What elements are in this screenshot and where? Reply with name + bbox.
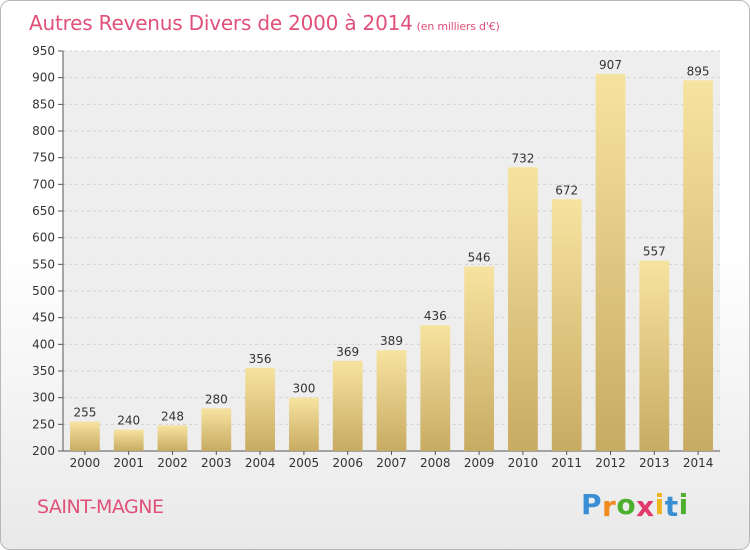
data-label-2012: 907 [599,58,622,72]
bar-2002 [157,425,188,451]
x-tick-label: 2013 [639,456,670,470]
y-tick-label: 650 [32,204,55,218]
data-label-2003: 280 [205,392,228,406]
bar-2001 [113,429,144,451]
data-label-2008: 436 [424,309,447,323]
proxiti-logo: Proxiti [581,488,689,523]
x-tick-label: 2003 [201,456,232,470]
y-tick-label: 450 [32,311,55,325]
logo-letter: o [616,488,637,521]
logo-letter: x [636,490,655,523]
y-tick-label: 800 [32,124,55,138]
chart-subtitle: (en milliers d'€) [416,20,500,33]
y-tick-label: 600 [32,231,55,245]
bar-2010 [508,167,538,451]
y-tick-label: 750 [32,151,55,165]
x-tick-label: 2011 [551,456,582,470]
data-label-2004: 356 [249,352,272,366]
data-label-2002: 248 [161,409,184,423]
x-tick-label: 2006 [332,456,363,470]
data-label-2009: 546 [468,250,491,264]
logo-letter: t [664,490,679,523]
data-label-2013: 557 [643,245,666,259]
bar-2009 [464,266,494,451]
x-tick-label: 2001 [113,456,144,470]
bar-2014 [683,80,713,451]
data-label-2005: 300 [292,382,315,396]
logo-letter: r [602,490,617,523]
commune-name: SAINT-MAGNE [37,496,164,518]
x-tick-label: 2004 [245,456,276,470]
data-label-2007: 389 [380,334,403,348]
y-tick-label: 300 [32,391,55,405]
chart-title: Autres Revenus Divers de 2000 à 2014 (en … [29,11,500,35]
data-label-2006: 369 [336,345,359,359]
data-label-2001: 240 [117,414,140,428]
logo-letter: P [581,488,603,521]
x-tick-label: 2005 [289,456,320,470]
x-tick-label: 2000 [70,456,101,470]
y-tick-label: 900 [32,71,55,85]
data-label-2010: 732 [511,151,534,165]
y-tick-label: 350 [32,364,55,378]
bar-2000 [70,421,100,451]
bar-2012 [595,73,626,451]
logo-letter: i [678,488,689,521]
y-tick-label: 700 [32,177,55,191]
x-tick-label: 2010 [508,456,539,470]
bar-2004 [245,367,275,451]
y-tick-label: 550 [32,257,55,271]
x-tick-label: 2009 [464,456,495,470]
y-tick-label: 400 [32,337,55,351]
logo-letter: i [654,488,665,521]
y-tick-label: 500 [32,284,55,298]
x-tick-label: 2002 [157,456,188,470]
y-tick-label: 950 [32,44,55,58]
y-tick-label: 850 [32,97,55,111]
bar-2008 [420,325,451,451]
data-label-2000: 255 [73,406,96,420]
bar-2013 [639,260,670,451]
bar-2005 [289,397,319,451]
x-tick-label: 2014 [683,456,714,470]
bar-2011 [551,199,582,451]
x-tick-label: 2007 [376,456,407,470]
bar-2006 [332,360,363,451]
x-tick-label: 2008 [420,456,451,470]
bar-2007 [376,350,407,451]
y-tick-label: 250 [32,417,55,431]
x-tick-label: 2012 [595,456,626,470]
chart-title-text: Autres Revenus Divers de 2000 à 2014 [29,11,413,35]
bar-2003 [201,408,232,451]
data-label-2014: 895 [687,64,710,78]
y-tick-label: 200 [32,444,55,458]
data-label-2011: 672 [555,183,578,197]
